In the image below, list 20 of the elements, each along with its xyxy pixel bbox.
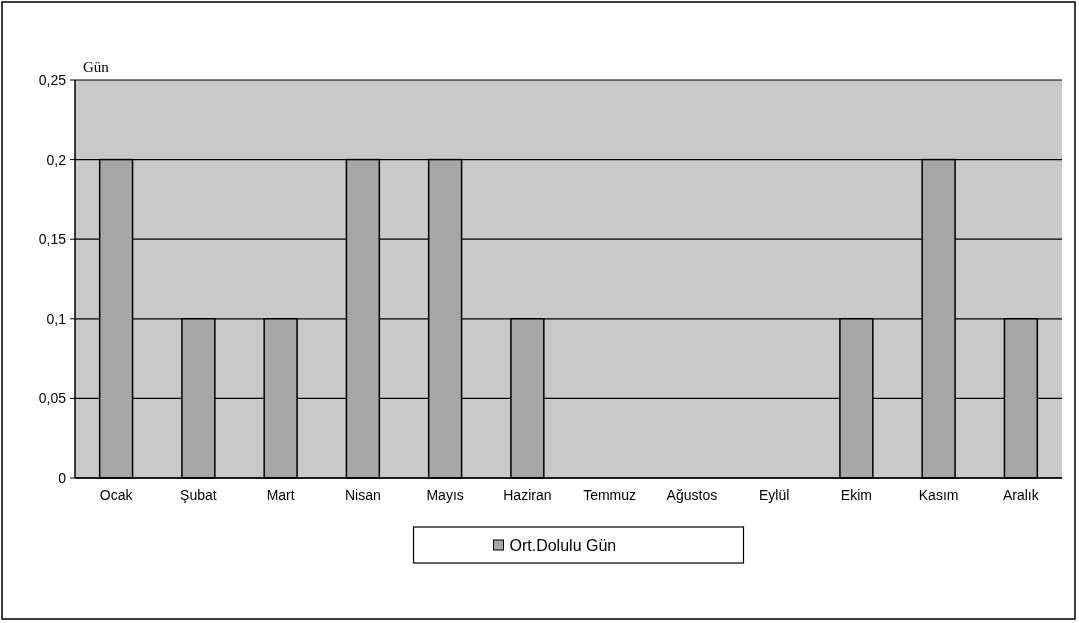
x-tick-label: Nisan	[344, 487, 381, 503]
x-tick-label: Mart	[266, 487, 295, 503]
x-tick-label: Ocak	[99, 487, 134, 503]
x-tick-label: Kasım	[918, 487, 959, 503]
y-tick-label: 0,25	[38, 71, 67, 88]
y-tick-label: 0	[58, 469, 67, 486]
x-tick-label: Ekim	[840, 487, 872, 503]
x-tick-label: Eylül	[758, 487, 790, 503]
x-tick-label: Şubat	[180, 487, 217, 503]
y-tick-label: 0,15	[38, 231, 67, 248]
x-tick-label: Haziran	[503, 487, 552, 503]
x-tick-label: Aralık	[1002, 487, 1040, 503]
x-tick-label: Ağustos	[666, 487, 718, 503]
y-tick-label: 0,1	[46, 310, 67, 327]
x-tick-label: Temmuz	[583, 487, 637, 503]
y-tick-label: 0,05	[38, 390, 67, 407]
y-tick-label: 0,2	[46, 151, 67, 168]
legend-label: Ort.Dolulu Gün	[509, 536, 617, 554]
y-axis-title: Gün	[83, 59, 110, 75]
x-tick-label: Mayıs	[426, 487, 464, 503]
